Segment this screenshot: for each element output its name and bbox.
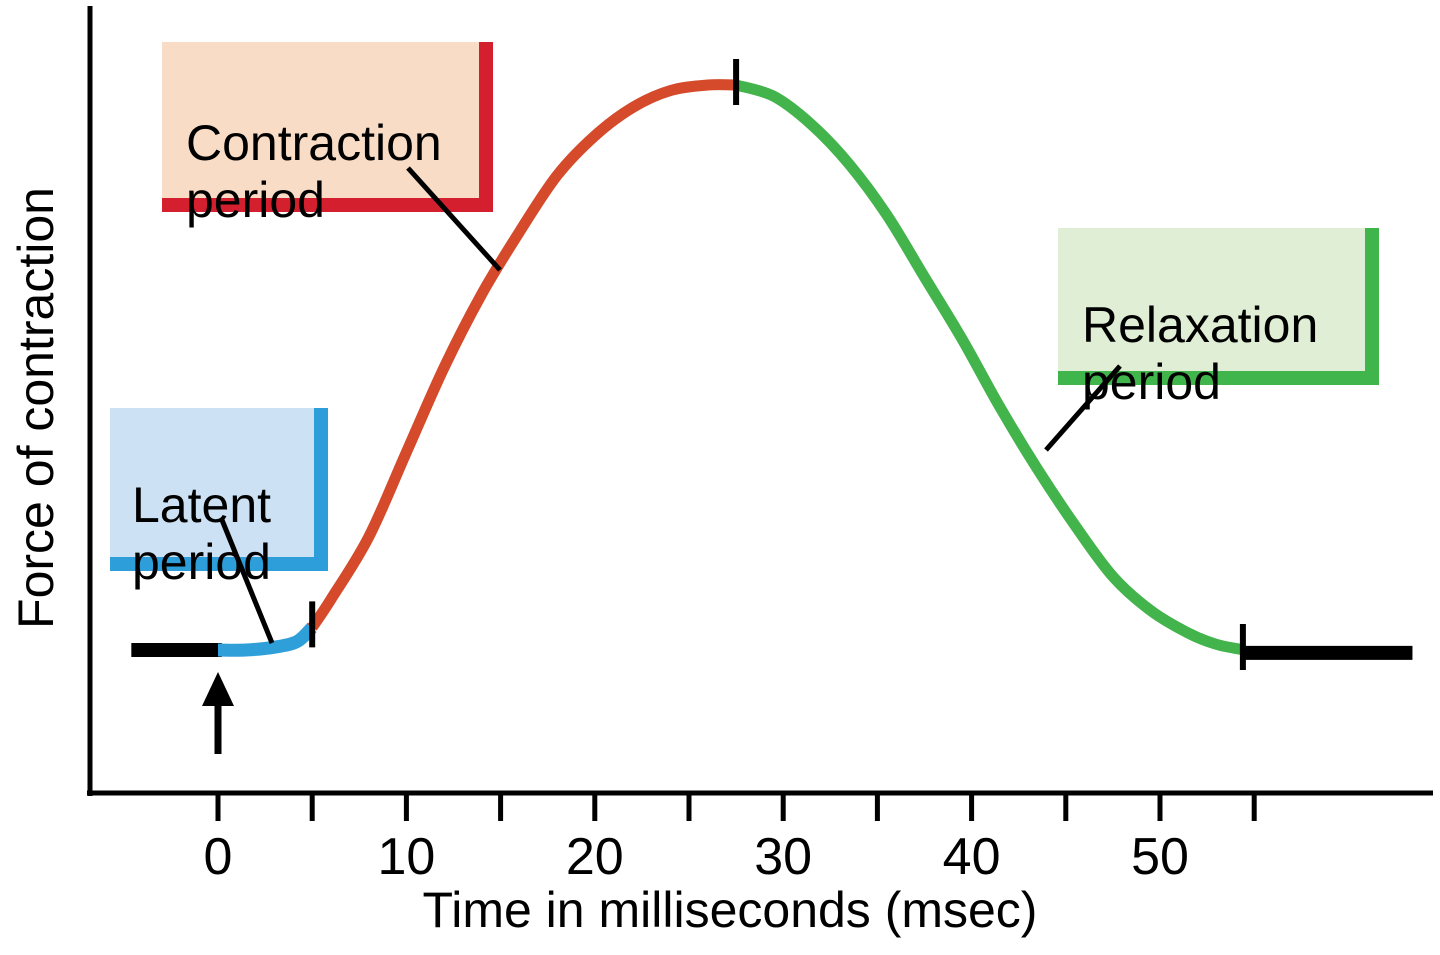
x-tick-label: 0 [204,828,233,886]
contraction-period-label: Contraction period [186,115,442,228]
curve-segment-contraction-period [307,79,737,631]
latent-period-label-box: Latent period [110,408,328,590]
relaxation-period-label-box: Relaxation period [1058,228,1379,410]
relaxation-pointer-line [1044,364,1122,452]
x-tick-label: 30 [754,828,812,886]
stimulus-arrow-head [202,672,234,706]
relaxation-period-label: Relaxation period [1082,297,1319,410]
contraction-period-label-box: Contraction period [162,42,493,228]
x-tick-label: 50 [1131,828,1189,886]
curve-segment-relaxation-period [734,79,1246,656]
contraction-pointer-line [406,166,502,272]
x-tick-label: 20 [566,828,624,886]
x-tick-label: 40 [943,828,1001,886]
latent-pointer-line [219,519,275,644]
x-axis-label: Time in milliseconds (msec) [422,882,1038,938]
x-tick-label: 10 [377,828,435,886]
curve-segment-latent-period [217,622,317,657]
